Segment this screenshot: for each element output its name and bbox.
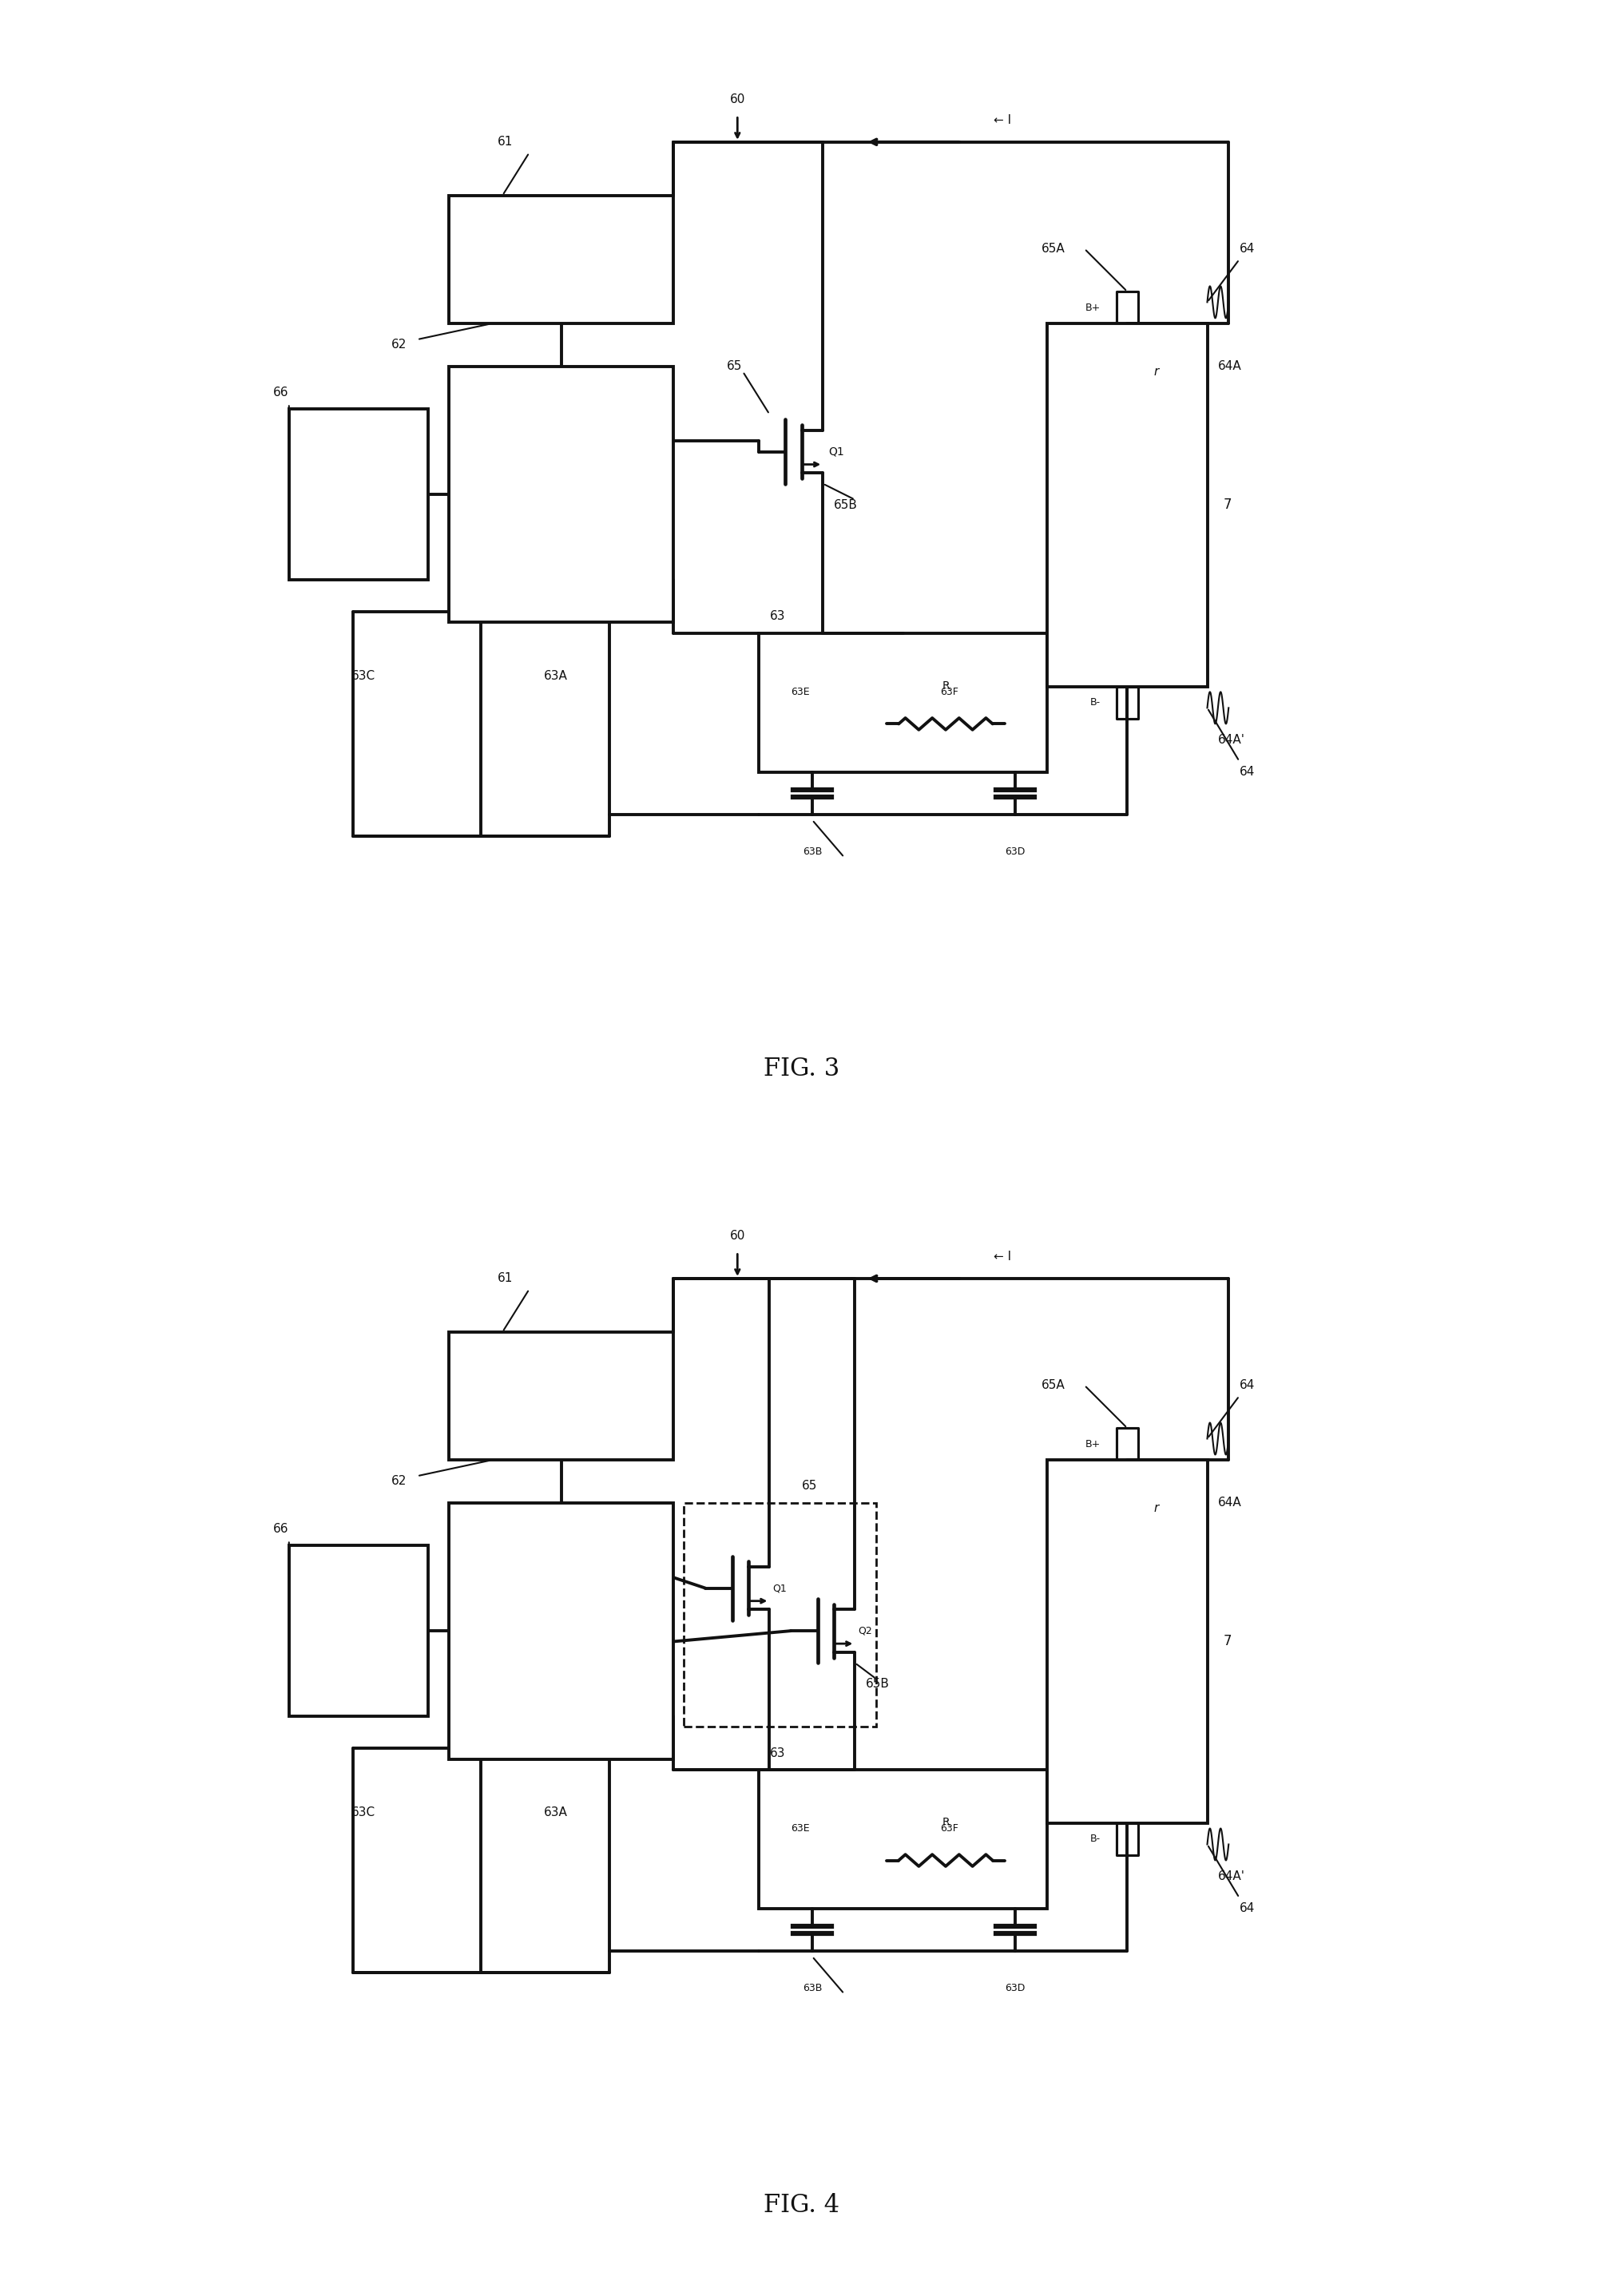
Text: B+: B+ [1085, 1440, 1101, 1449]
Text: B-: B- [1090, 1835, 1101, 1844]
Text: 64A': 64A' [1218, 1871, 1246, 1883]
Text: 63B: 63B [803, 1984, 822, 1993]
Text: 61: 61 [497, 1272, 513, 1283]
Text: 63F: 63F [941, 687, 959, 698]
Text: ← I: ← I [994, 115, 1011, 126]
Text: MCU: MCU [547, 445, 577, 459]
Text: A/D: A/D [644, 1573, 662, 1582]
Text: 64: 64 [1239, 1380, 1255, 1391]
Text: 64A: 64A [1218, 1497, 1242, 1508]
Text: 62: 62 [391, 340, 407, 351]
Text: 64: 64 [1239, 1903, 1255, 1915]
Text: R: R [943, 1816, 949, 1828]
Text: 60: 60 [729, 94, 745, 106]
Text: 63C: 63C [351, 1807, 375, 1818]
Text: 63A: 63A [543, 1807, 567, 1818]
Text: 65: 65 [726, 360, 742, 372]
Text: circuit: circuit [542, 1417, 580, 1428]
Text: 63E: 63E [790, 687, 810, 698]
Text: 64: 64 [1239, 767, 1255, 778]
Text: OUTPUT: OUTPUT [540, 1637, 582, 1646]
Bar [449, 365, 673, 622]
Text: A/D: A/D [644, 436, 662, 445]
Text: 7: 7 [1223, 498, 1231, 512]
Text: voltage-stabilizing: voltage-stabilizing [505, 239, 617, 248]
Text: 60: 60 [729, 1231, 745, 1242]
Text: 7: 7 [1223, 1635, 1231, 1649]
Text: 66: 66 [273, 1522, 289, 1534]
Text: display: display [338, 1626, 378, 1637]
Text: 66: 66 [273, 386, 289, 397]
Bar [758, 1770, 1047, 1908]
Text: 63: 63 [769, 611, 785, 622]
Bar [449, 195, 673, 324]
Text: 63D: 63D [1005, 847, 1026, 856]
Text: 65: 65 [802, 1481, 818, 1492]
Text: 63A: 63A [543, 670, 567, 682]
Text: FIG. 3: FIG. 3 [763, 1056, 840, 1081]
Text: 63D: 63D [1005, 1984, 1026, 1993]
Text: A/D: A/D [644, 1711, 662, 1722]
Bar [1047, 324, 1207, 687]
Bar [449, 1502, 673, 1759]
Text: 63F: 63F [941, 1823, 959, 1835]
Text: 65A: 65A [1042, 243, 1066, 255]
Text: 61: 61 [497, 135, 513, 147]
Bar [289, 409, 428, 579]
Text: MCU: MCU [547, 1582, 577, 1596]
Text: 65B: 65B [834, 498, 858, 512]
Text: 65A: 65A [1042, 1380, 1066, 1391]
Text: 63C: 63C [351, 670, 375, 682]
Text: r: r [1154, 365, 1159, 377]
Text: 64A: 64A [1218, 360, 1242, 372]
Text: 62: 62 [391, 1476, 407, 1488]
Bar [449, 1332, 673, 1460]
Text: Q2: Q2 [858, 1626, 872, 1637]
Text: A/D: A/D [644, 574, 662, 585]
Bar [1047, 1460, 1207, 1823]
Text: 65B: 65B [866, 1678, 890, 1690]
Bar [684, 1502, 877, 1727]
Text: 64A': 64A' [1218, 735, 1246, 746]
Bar [758, 634, 1047, 771]
Text: 63E: 63E [790, 1823, 810, 1835]
Text: 63B: 63B [803, 847, 822, 856]
Text: circuit: circuit [542, 280, 580, 292]
Text: 64: 64 [1239, 243, 1255, 255]
Bar [289, 1545, 428, 1715]
Text: Q1: Q1 [829, 445, 843, 457]
Text: FIG. 4: FIG. 4 [763, 2193, 840, 2218]
Text: 63: 63 [769, 1747, 785, 1759]
Text: voltage-stabilizing: voltage-stabilizing [505, 1375, 617, 1384]
Text: ← I: ← I [994, 1251, 1011, 1263]
Text: R: R [943, 680, 949, 691]
Text: Q1: Q1 [773, 1582, 787, 1593]
Text: B+: B+ [1085, 303, 1101, 312]
Text: display: display [338, 489, 378, 501]
Text: B-: B- [1090, 698, 1101, 707]
Text: r: r [1154, 1502, 1159, 1513]
Text: OUTPUT: OUTPUT [540, 501, 582, 510]
